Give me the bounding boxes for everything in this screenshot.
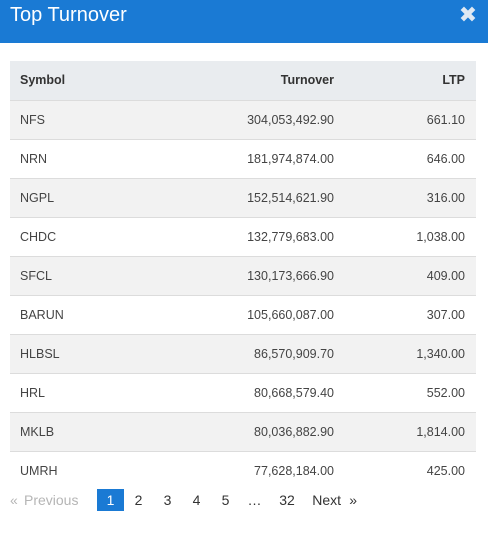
modal-header: Top Turnover ✖ <box>0 0 488 43</box>
cell-ltp: 409.00 <box>426 268 465 283</box>
next-button[interactable]: Next <box>312 492 341 508</box>
cell-turnover: 132,779,683.00 <box>247 229 334 244</box>
page-button-3[interactable]: 3 <box>163 492 172 508</box>
cell-turnover: 86,570,909.70 <box>254 346 334 361</box>
cell-symbol: CHDC <box>20 229 57 244</box>
cell-symbol: SFCL <box>20 268 52 283</box>
cell-turnover: 80,036,882.90 <box>254 424 334 439</box>
page-button-5[interactable]: 5 <box>221 492 230 508</box>
column-header-symbol[interactable]: Symbol <box>20 73 66 88</box>
turnover-table: Symbol Turnover LTP NFS 304,053,492.90 661… <box>10 61 476 490</box>
column-header-turnover[interactable]: Turnover <box>280 73 334 88</box>
modal-title: Top Turnover <box>10 4 127 26</box>
table-row[interactable]: NGPL 152,514,621.90 316.00 <box>10 178 476 217</box>
previous-arrow-icon: « <box>10 492 18 508</box>
cell-symbol: HLBSL <box>20 346 60 361</box>
table-row[interactable]: MKLB 80,036,882.90 1,814.00 <box>10 412 476 451</box>
cell-ltp: 646.00 <box>426 151 465 166</box>
cell-symbol: BARUN <box>20 307 64 322</box>
cell-turnover: 80,668,579.40 <box>254 385 334 400</box>
cell-symbol: HRL <box>20 385 46 400</box>
cell-turnover: 77,628,184.00 <box>254 463 334 478</box>
column-header-ltp[interactable]: LTP <box>442 73 465 88</box>
cell-turnover: 304,053,492.90 <box>247 112 334 127</box>
table-row[interactable]: CHDC 132,779,683.00 1,038.00 <box>10 217 476 256</box>
table-row[interactable]: NRN 181,974,874.00 646.00 <box>10 139 476 178</box>
cell-symbol: NRN <box>20 151 48 166</box>
cell-ltp: 316.00 <box>426 190 465 205</box>
previous-button[interactable]: Previous <box>24 492 79 508</box>
cell-symbol: NGPL <box>20 190 55 205</box>
cell-turnover: 152,514,621.90 <box>247 190 334 205</box>
cell-ltp: 1,340.00 <box>416 346 465 361</box>
cell-ltp: 1,814.00 <box>416 424 465 439</box>
table-row[interactable]: NFS 304,053,492.90 661.10 <box>10 100 476 139</box>
table-row[interactable]: UMRH 77,628,184.00 425.00 <box>10 451 476 490</box>
cell-symbol: UMRH <box>20 463 58 478</box>
cell-symbol: NFS <box>20 112 45 127</box>
cell-ltp: 425.00 <box>426 463 465 478</box>
cell-turnover: 105,660,087.00 <box>247 307 334 322</box>
page-button-1[interactable]: 1 <box>97 489 124 511</box>
cell-ltp: 661.10 <box>426 112 465 127</box>
table-row[interactable]: HRL 80,668,579.40 552.00 <box>10 373 476 412</box>
table-row[interactable]: HLBSL 86,570,909.70 1,340.00 <box>10 334 476 373</box>
table-row[interactable]: SFCL 130,173,666.90 409.00 <box>10 256 476 295</box>
cell-ltp: 552.00 <box>426 385 465 400</box>
pagination: « Previous 1 2 3 4 5 … 32 Next » <box>10 489 357 511</box>
cell-turnover: 130,173,666.90 <box>247 268 334 283</box>
table-header-row: Symbol Turnover LTP <box>10 61 476 100</box>
page-button-2[interactable]: 2 <box>134 492 143 508</box>
page-button-32[interactable]: 32 <box>279 492 295 508</box>
cell-symbol: MKLB <box>20 424 55 439</box>
page-button-4[interactable]: 4 <box>192 492 201 508</box>
cell-ltp: 1,038.00 <box>416 229 465 244</box>
cell-ltp: 307.00 <box>426 307 465 322</box>
cell-turnover: 181,974,874.00 <box>247 151 334 166</box>
close-icon[interactable]: ✖ <box>458 2 478 27</box>
pagination-ellipsis: … <box>247 492 262 508</box>
turnover-table-container: Symbol Turnover LTP NFS 304,053,492.90 661… <box>10 61 476 490</box>
next-arrow-icon[interactable]: » <box>349 492 357 508</box>
table-row[interactable]: BARUN 105,660,087.00 307.00 <box>10 295 476 334</box>
